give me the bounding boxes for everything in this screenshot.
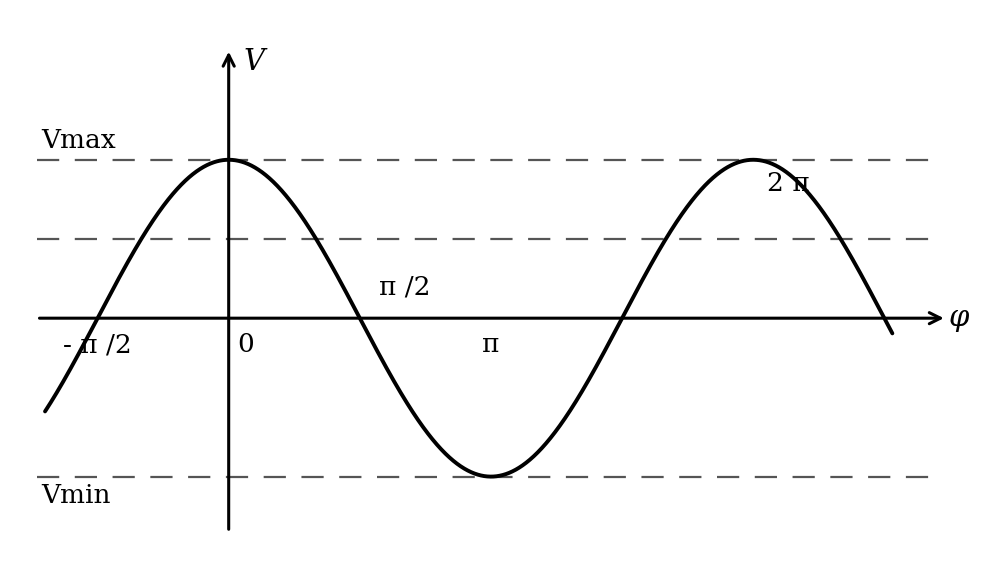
Text: 0: 0 [237, 332, 254, 358]
Text: Vmax: Vmax [41, 128, 116, 154]
Text: π /2: π /2 [379, 274, 430, 299]
Text: - π /2: - π /2 [63, 332, 132, 358]
Text: 2 π: 2 π [767, 171, 810, 196]
Text: V: V [244, 48, 265, 76]
Text: φ: φ [949, 304, 969, 332]
Text: π: π [482, 332, 500, 358]
Text: Vmin: Vmin [41, 483, 110, 508]
